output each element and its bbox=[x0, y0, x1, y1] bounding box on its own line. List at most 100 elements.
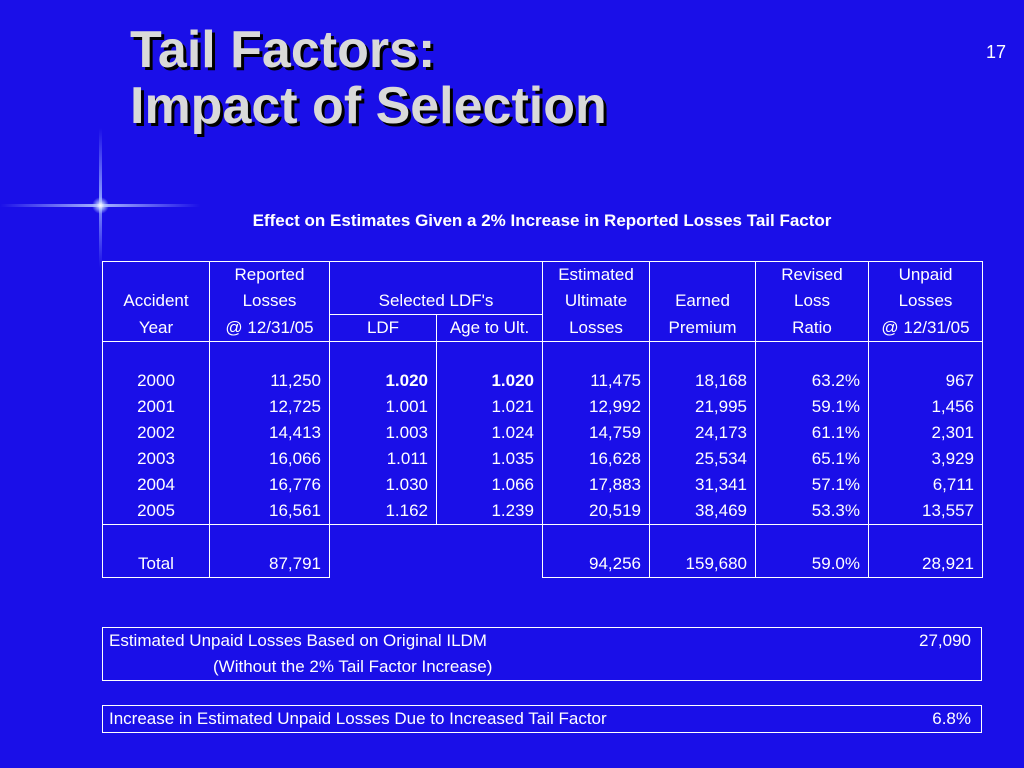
cell-unpaid: 6,711 bbox=[868, 472, 983, 498]
header-revised-1: Revised bbox=[755, 261, 869, 288]
cell-ldf: 1.001 bbox=[329, 394, 437, 420]
cell-estimated: 17,883 bbox=[542, 472, 650, 498]
header-reported-3: @ 12/31/05 bbox=[209, 314, 330, 342]
original-estimate-subtitle: (Without the 2% Tail Factor Increase) bbox=[213, 657, 493, 676]
cell-ratio: 57.1% bbox=[755, 472, 869, 498]
cell-reported: 14,413 bbox=[209, 420, 330, 446]
cell-estimated: 20,519 bbox=[542, 498, 650, 525]
cell-year: 2000 bbox=[102, 368, 210, 394]
cell-earned: 38,469 bbox=[649, 498, 756, 525]
header-age-to-ult: Age to Ult. bbox=[436, 314, 543, 342]
header-accident-3: Year bbox=[102, 314, 210, 342]
header-row-3: Year @ 12/31/05 LDF Age to Ult. Losses P… bbox=[102, 314, 983, 342]
cell-estimated: 14,759 bbox=[542, 420, 650, 446]
cell-total-reported: 87,791 bbox=[209, 551, 330, 578]
cell-ratio: 63.2% bbox=[755, 368, 869, 394]
table-row: 2000 11,250 1.020 1.020 11,475 18,168 63… bbox=[102, 368, 983, 394]
cell-age-to-ult: 1.239 bbox=[436, 498, 543, 525]
cell-reported: 16,776 bbox=[209, 472, 330, 498]
header-row-2: Accident Losses Selected LDF's Ultimate … bbox=[102, 288, 983, 315]
cell-total-blank-2 bbox=[436, 551, 543, 578]
cell-estimated: 16,628 bbox=[542, 446, 650, 472]
cell-age-to-ult: 1.020 bbox=[436, 368, 543, 394]
cell-total-unpaid: 28,921 bbox=[868, 551, 983, 578]
cell-unpaid: 3,929 bbox=[868, 446, 983, 472]
table-caption: Effect on Estimates Given a 2% Increase … bbox=[252, 211, 832, 230]
cell-reported: 12,725 bbox=[209, 394, 330, 420]
tail-factor-table: Reported Estimated Revised Unpaid Accide… bbox=[102, 261, 983, 578]
header-unpaid-3: @ 12/31/05 bbox=[868, 314, 983, 342]
cell-reported: 11,250 bbox=[209, 368, 330, 394]
header-reported-1: Reported bbox=[209, 261, 330, 288]
cell-ratio: 59.1% bbox=[755, 394, 869, 420]
header-estimated-1: Estimated bbox=[542, 261, 650, 288]
cell-total-earned: 159,680 bbox=[649, 551, 756, 578]
header-selected-blank-2 bbox=[436, 261, 543, 288]
original-estimate-value: 27,090 bbox=[919, 631, 971, 650]
cell-ldf: 1.162 bbox=[329, 498, 437, 525]
cell-earned: 21,995 bbox=[649, 394, 756, 420]
table-row: 2005 16,561 1.162 1.239 20,519 38,469 53… bbox=[102, 498, 983, 525]
cell-earned: 18,168 bbox=[649, 368, 756, 394]
cell-total-ratio: 59.0% bbox=[755, 551, 869, 578]
increase-value: 6.8% bbox=[932, 709, 971, 728]
header-revised-3: Ratio bbox=[755, 314, 869, 342]
cell-earned: 31,341 bbox=[649, 472, 756, 498]
cell-earned: 24,173 bbox=[649, 420, 756, 446]
header-earned-1 bbox=[649, 261, 756, 288]
cell-age-to-ult: 1.035 bbox=[436, 446, 543, 472]
slide-title-line2: Impact of Selection bbox=[130, 77, 607, 135]
cell-reported: 16,066 bbox=[209, 446, 330, 472]
cell-unpaid: 967 bbox=[868, 368, 983, 394]
cell-unpaid: 13,557 bbox=[868, 498, 983, 525]
cell-year: 2002 bbox=[102, 420, 210, 446]
sparkle-icon bbox=[92, 197, 109, 214]
header-accident-2: Accident bbox=[102, 288, 210, 315]
table-row: 2003 16,066 1.011 1.035 16,628 25,534 65… bbox=[102, 446, 983, 472]
total-row: Total 87,791 94,256 159,680 59.0% 28,921 bbox=[102, 551, 983, 578]
spacer-row bbox=[102, 524, 983, 551]
cell-reported: 16,561 bbox=[209, 498, 330, 525]
header-revised-2: Loss bbox=[755, 288, 869, 315]
cell-year: 2003 bbox=[102, 446, 210, 472]
cell-total-estimated: 94,256 bbox=[542, 551, 650, 578]
cell-estimated: 12,992 bbox=[542, 394, 650, 420]
table-row: 2002 14,413 1.003 1.024 14,759 24,173 61… bbox=[102, 420, 983, 446]
slide-number: 17 bbox=[985, 42, 1006, 62]
cell-age-to-ult: 1.024 bbox=[436, 420, 543, 446]
cell-estimated: 11,475 bbox=[542, 368, 650, 394]
increase-box: Increase in Estimated Unpaid Losses Due … bbox=[102, 705, 982, 733]
spacer-row bbox=[102, 341, 983, 368]
header-selected-ldfs: Selected LDF's bbox=[329, 288, 543, 315]
cell-total-label: Total bbox=[102, 551, 210, 578]
header-reported-2: Losses bbox=[209, 288, 330, 315]
header-row-1: Reported Estimated Revised Unpaid bbox=[102, 261, 983, 288]
cell-year: 2001 bbox=[102, 394, 210, 420]
cell-unpaid: 1,456 bbox=[868, 394, 983, 420]
header-unpaid-1: Unpaid bbox=[868, 261, 983, 288]
cell-total-blank bbox=[329, 551, 437, 578]
cell-age-to-ult: 1.021 bbox=[436, 394, 543, 420]
table-row: 2004 16,776 1.030 1.066 17,883 31,341 57… bbox=[102, 472, 983, 498]
cell-ldf: 1.020 bbox=[329, 368, 437, 394]
header-estimated-3: Losses bbox=[542, 314, 650, 342]
header-ldf: LDF bbox=[329, 314, 437, 342]
header-selected-blank bbox=[329, 261, 437, 288]
cell-year: 2004 bbox=[102, 472, 210, 498]
cell-ldf: 1.003 bbox=[329, 420, 437, 446]
table-row: 2001 12,725 1.001 1.021 12,992 21,995 59… bbox=[102, 394, 983, 420]
slide-title: Tail Factors: Impact of Selection bbox=[130, 22, 607, 134]
cell-ldf: 1.011 bbox=[329, 446, 437, 472]
cell-earned: 25,534 bbox=[649, 446, 756, 472]
original-estimate-box: Estimated Unpaid Losses Based on Origina… bbox=[102, 627, 982, 681]
increase-label: Increase in Estimated Unpaid Losses Due … bbox=[109, 709, 607, 728]
cell-ratio: 61.1% bbox=[755, 420, 869, 446]
header-earned-3: Premium bbox=[649, 314, 756, 342]
cell-year: 2005 bbox=[102, 498, 210, 525]
cell-ldf: 1.030 bbox=[329, 472, 437, 498]
original-estimate-label: Estimated Unpaid Losses Based on Origina… bbox=[109, 631, 487, 650]
header-accident-1 bbox=[102, 261, 210, 288]
header-estimated-2: Ultimate bbox=[542, 288, 650, 315]
cell-ratio: 53.3% bbox=[755, 498, 869, 525]
cell-ratio: 65.1% bbox=[755, 446, 869, 472]
